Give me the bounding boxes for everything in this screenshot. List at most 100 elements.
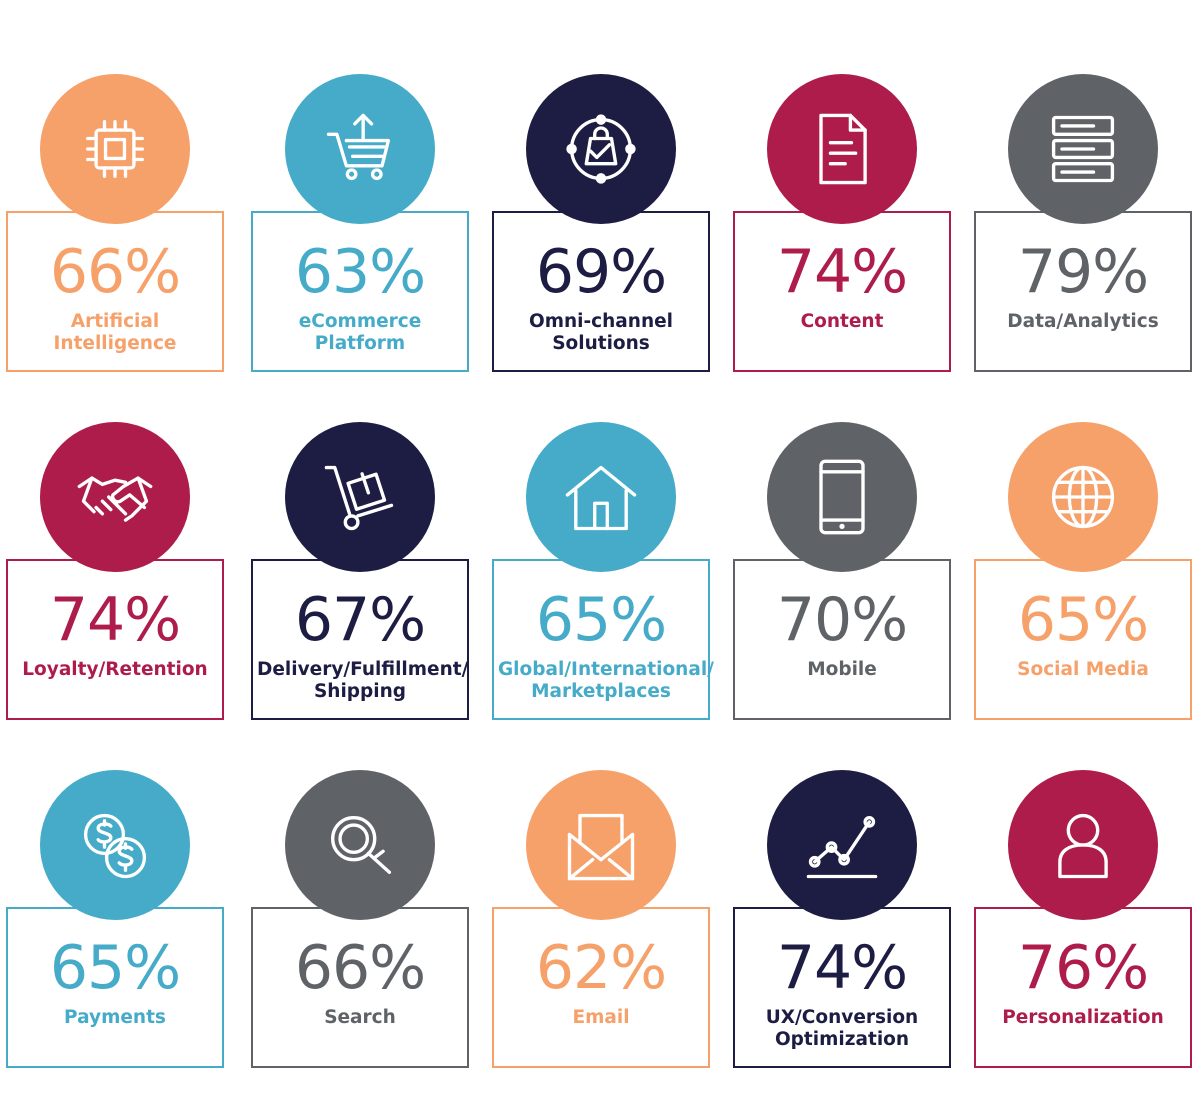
stat-tile-social-media: 65% Social Media — [968, 422, 1200, 770]
stat-tile-content: 74% Content — [727, 74, 968, 422]
stat-icon-circle — [285, 770, 435, 920]
stat-icon-circle — [526, 770, 676, 920]
stat-percent: 63% — [294, 237, 426, 307]
stat-label-line: Social Media — [1017, 659, 1149, 680]
stat-percent: 62% — [535, 933, 667, 1003]
stat-icon-circle — [767, 422, 917, 572]
stat-label: Delivery/Fulfillment/Shipping — [257, 659, 469, 703]
stat-tile-personalization: 76% Personalization — [968, 770, 1200, 1118]
stat-card: 74% Loyalty/Retention — [6, 559, 224, 720]
stat-percent: 79% — [1017, 237, 1149, 307]
stat-icon-circle — [40, 74, 190, 224]
stat-label: Email — [498, 1007, 704, 1029]
stat-label: Data/Analytics — [980, 311, 1186, 333]
stat-label: Personalization — [980, 1007, 1186, 1029]
stat-icon-circle — [1008, 422, 1158, 572]
stat-percent: 66% — [49, 237, 181, 307]
stat-label: Omni-channel Solutions — [498, 311, 704, 355]
line-chart-icon — [800, 803, 884, 887]
stat-card: 65% Global/International/Marketplaces — [492, 559, 714, 720]
cpu-chip-icon — [73, 107, 157, 191]
stat-label: Payments — [12, 1007, 218, 1029]
stat-label: Mobile — [739, 659, 945, 681]
stat-card: 66% Artificial Intelligence — [6, 211, 224, 372]
stat-label-line: Email — [572, 1007, 630, 1028]
stat-card: 67% Delivery/Fulfillment/Shipping — [251, 559, 469, 720]
stat-icon-circle — [1008, 74, 1158, 224]
stat-percent: 65% — [1017, 585, 1149, 655]
stat-card: 79% Data/Analytics — [974, 211, 1192, 372]
stat-label-line: Intelligence — [53, 333, 177, 354]
stat-label-line: Personalization — [1002, 1007, 1164, 1028]
stat-icon-circle — [1008, 770, 1158, 920]
stat-label-line: Artificial — [70, 311, 160, 332]
stat-card: 70% Mobile — [733, 559, 951, 720]
stat-icon-circle — [526, 422, 676, 572]
stat-tile-payments: 65% Payments — [0, 770, 241, 1118]
globe-icon — [1041, 455, 1125, 539]
stat-card: 62% Email — [492, 907, 710, 1068]
stat-label-line: Mobile — [807, 659, 877, 680]
document-icon — [800, 107, 884, 191]
omnichannel-bag-icon — [559, 107, 643, 191]
stat-label-line: Marketplaces — [531, 681, 671, 702]
stat-label: Artificial Intelligence — [12, 311, 218, 355]
stat-percent: 76% — [1017, 933, 1149, 1003]
smartphone-icon — [800, 455, 884, 539]
storefront-icon — [559, 455, 643, 539]
stat-card: 69% Omni-channel Solutions — [492, 211, 710, 372]
stat-card: 76% Personalization — [974, 907, 1192, 1068]
stat-icon-circle — [767, 770, 917, 920]
user-icon — [1041, 803, 1125, 887]
stat-percent: 67% — [294, 585, 426, 655]
stat-tile-delivery-fulfillment-shipping: 67% Delivery/Fulfillment/Shipping — [245, 422, 486, 770]
stat-label: Social Media — [980, 659, 1186, 681]
stat-label-line: eCommerce — [298, 311, 422, 332]
stat-label-line: Loyalty/Retention — [22, 659, 208, 680]
stat-percent: 70% — [776, 585, 908, 655]
stat-percent: 74% — [776, 237, 908, 307]
stat-card: 63% eCommerce Platform — [251, 211, 469, 372]
handshake-icon — [73, 455, 157, 539]
stat-label: UX/Conversion Optimization — [739, 1007, 945, 1051]
stat-card: 74% UX/Conversion Optimization — [733, 907, 951, 1068]
stat-label-line: Content — [800, 311, 884, 332]
stat-label: Search — [257, 1007, 463, 1029]
stat-tile-data-analytics: 79% Data/Analytics — [968, 74, 1200, 422]
stat-label-line: Search — [324, 1007, 396, 1028]
stat-card: 66% Search — [251, 907, 469, 1068]
stat-tile-email: 62% Email — [486, 770, 727, 1118]
magnifier-icon — [318, 803, 402, 887]
hand-truck-icon — [318, 455, 402, 539]
stat-label-line: Solutions — [552, 333, 650, 354]
dollar-coins-icon — [73, 803, 157, 887]
stat-card: 65% Payments — [6, 907, 224, 1068]
stat-label-line: Omni-channel — [528, 311, 674, 332]
stat-label-line: Platform — [314, 333, 406, 354]
stat-tile-loyalty-retention: 74% Loyalty/Retention — [0, 422, 241, 770]
stat-label-line: Delivery/Fulfillment/ — [257, 659, 469, 680]
stat-label-line: UX/Conversion — [765, 1007, 919, 1028]
stat-icon-circle — [40, 770, 190, 920]
stat-percent: 65% — [535, 585, 667, 655]
stat-tile-search: 66% Search — [245, 770, 486, 1118]
stat-icon-circle — [285, 422, 435, 572]
stat-tile-artificial-intelligence: 66% Artificial Intelligence — [0, 74, 241, 422]
stat-percent: 66% — [294, 933, 426, 1003]
stats-grid: 66% Artificial Intelligence 63% eCommerce Pla… — [0, 74, 1200, 1068]
stat-percent: 69% — [535, 237, 667, 307]
stat-tile-mobile: 70% Mobile — [727, 422, 968, 770]
stat-label: eCommerce Platform — [257, 311, 463, 355]
stat-label: Global/International/Marketplaces — [498, 659, 714, 703]
stat-card: 65% Social Media — [974, 559, 1192, 720]
stat-label-line: Payments — [64, 1007, 166, 1028]
stat-label: Content — [739, 311, 945, 333]
shopping-cart-icon — [318, 107, 402, 191]
stat-tile-global-international-marketplaces: 65% Global/International/Marketplaces — [486, 422, 727, 770]
stat-label: Loyalty/Retention — [12, 659, 218, 681]
stat-label-line: Optimization — [774, 1029, 910, 1050]
stat-label-line: Data/Analytics — [1007, 311, 1159, 332]
stat-tile-ecommerce-platform: 63% eCommerce Platform — [245, 74, 486, 422]
envelope-icon — [559, 803, 643, 887]
stat-tile-omni-channel-solutions: 69% Omni-channel Solutions — [486, 74, 727, 422]
